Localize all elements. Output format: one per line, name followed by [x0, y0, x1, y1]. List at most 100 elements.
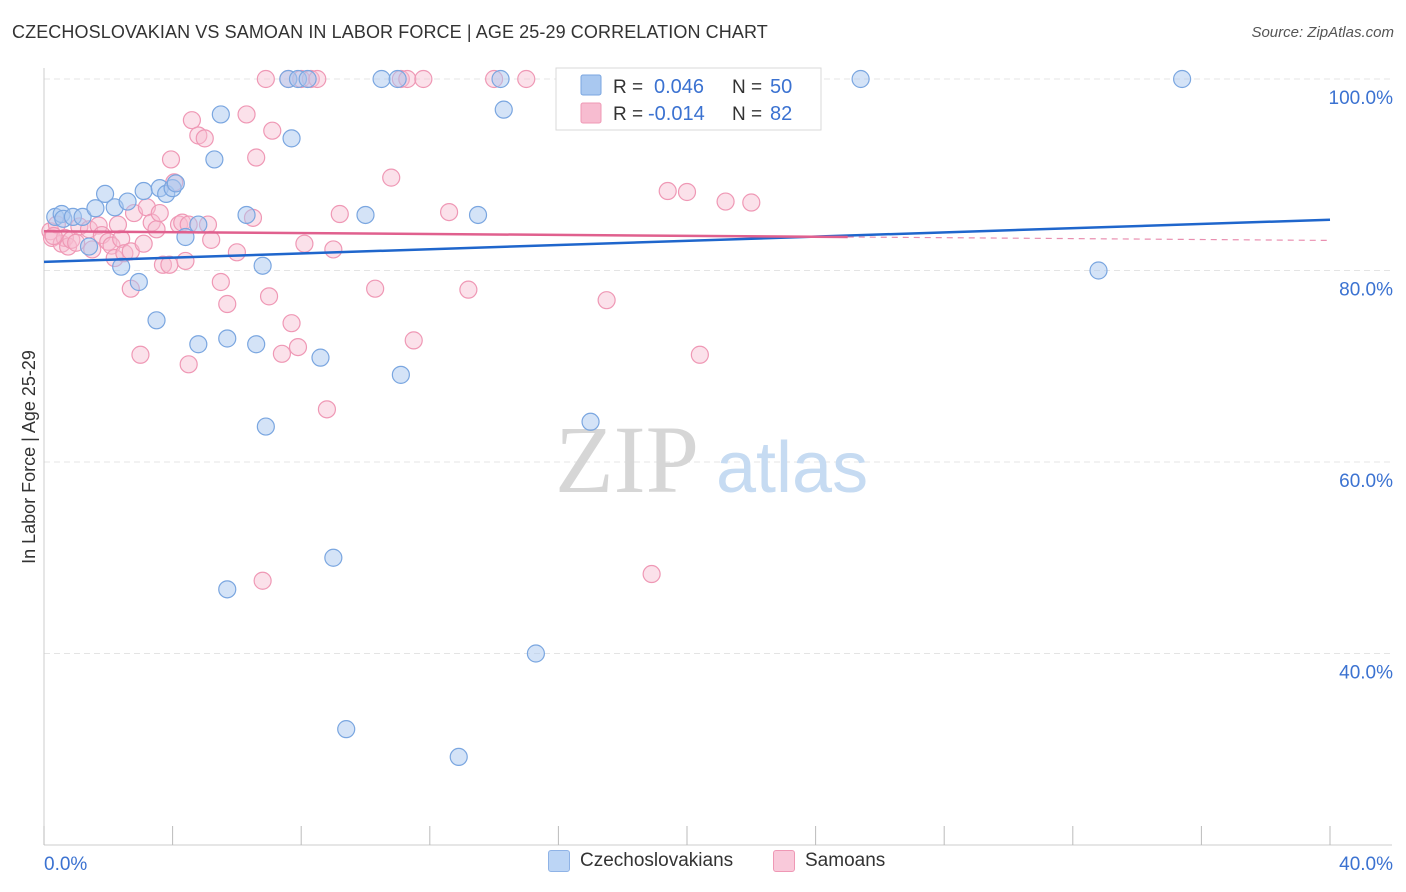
czechoslovakians-point — [256, 417, 275, 436]
legend-pink-r-value: -0.014 — [648, 103, 705, 125]
samoans-point — [382, 168, 401, 187]
czechoslovakians-point — [468, 205, 488, 225]
czechoslovakians-point — [147, 311, 166, 330]
czechoslovakians-point — [391, 365, 410, 384]
samoans-point — [131, 345, 150, 364]
samoans-point — [282, 314, 301, 333]
y-tick-label: 80.0% — [1339, 280, 1393, 301]
legend-item-czechoslovakians: Czechoslovakians — [548, 850, 733, 872]
samoans-point — [89, 216, 108, 235]
czechoslovakians-point — [253, 256, 272, 275]
samoans-point — [414, 69, 433, 89]
watermark-atlas: atlas — [716, 428, 868, 508]
czechoslovakians-point — [86, 199, 105, 218]
samoans-point — [202, 230, 221, 249]
bottom-legend: Czechoslovakians Samoans — [0, 850, 1406, 880]
czechoslovakians-point — [1089, 261, 1108, 280]
czechoslovakians-point — [218, 580, 237, 599]
samoans-point — [259, 287, 279, 306]
legend-swatch-pink — [773, 850, 795, 872]
samoans-point — [108, 215, 128, 234]
samoans-point — [112, 229, 131, 249]
czechoslovakians-point — [247, 335, 266, 354]
samoans-point — [742, 193, 761, 212]
trend-lines — [43, 218, 1331, 264]
samoans-point — [211, 272, 230, 292]
legend-swatch-blue — [548, 850, 570, 872]
samoans-point — [642, 564, 661, 584]
x-tick-labels: 0.0% 40.0% — [44, 854, 1393, 875]
samoans-point — [263, 121, 282, 140]
samoans-point — [134, 234, 153, 253]
czechoslovakians-point — [189, 335, 208, 354]
samoans-point — [237, 105, 256, 124]
czechoslovakians-point — [494, 100, 513, 119]
watermark-zip: ZIP — [555, 406, 699, 513]
samoans-trend-extension — [847, 236, 1331, 242]
czechoslovakians-point — [356, 205, 375, 225]
legend-label-czechoslovakians: Czechoslovakians — [580, 850, 734, 871]
czechoslovakians-point — [189, 215, 208, 234]
x-tick-label: 40.0% — [1339, 854, 1393, 875]
legend-pink-swatch — [580, 102, 602, 124]
samoans-point — [218, 294, 237, 314]
czechoslovakians-point — [118, 192, 137, 211]
samoans-point — [179, 355, 198, 374]
czechoslovakians-point — [581, 412, 600, 431]
samoans-point — [295, 234, 314, 253]
czechoslovakians-point — [526, 644, 545, 663]
legend-blue-swatch — [580, 74, 602, 96]
samoans-point — [330, 204, 349, 224]
samoans-point — [366, 279, 385, 298]
legend-label-samoans: Samoans — [805, 850, 886, 871]
samoans-point — [658, 181, 677, 201]
czechoslovakians-point — [166, 174, 185, 193]
samoans-point — [404, 331, 423, 350]
czechoslovakians-trend-line — [43, 218, 1331, 264]
samoans-point — [677, 182, 697, 202]
gridlines — [44, 78, 1392, 654]
samoans-point — [459, 280, 478, 299]
czechoslovakians-point — [372, 69, 391, 89]
legend-pink-n-label: N = — [732, 104, 762, 125]
samoans-point — [227, 243, 246, 262]
samoans-point — [272, 344, 292, 363]
samoans-trend-line — [43, 229, 848, 239]
czechoslovakians-point — [449, 747, 468, 767]
czechoslovakians-point — [73, 207, 92, 226]
czechoslovakians-point — [851, 69, 870, 89]
czechoslovakians-point — [1173, 69, 1192, 89]
czechoslovakians-point — [337, 720, 356, 739]
czechoslovakians-point — [388, 69, 407, 89]
samoans-point — [256, 69, 275, 89]
samoans-point — [161, 150, 181, 169]
czechoslovakians-point — [129, 272, 148, 292]
chart-title: CZECHOSLOVAKIAN VS SAMOAN IN LABOR FORCE… — [12, 22, 768, 42]
samoans-point — [147, 220, 166, 239]
czechoslovakians-point — [311, 348, 330, 367]
legend-blue-r-label: R = — [613, 77, 643, 98]
chart-source: Source: ZipAtlas.com — [1251, 24, 1394, 41]
samoans-point — [247, 148, 266, 167]
czechoslovakians-point — [282, 129, 301, 148]
axes — [43, 68, 1392, 846]
y-tick-labels: 100.0% 80.0% 60.0% 40.0% — [1329, 88, 1394, 684]
czechoslovakians-point — [205, 150, 224, 169]
samoans-point — [690, 345, 709, 364]
x-tick-label: 0.0% — [44, 854, 87, 875]
samoans-point — [324, 240, 343, 259]
legend-blue-n-value: 50 — [770, 76, 792, 98]
y-axis-label: In Labor Force | Age 25-29 — [19, 350, 39, 564]
samoans-point — [150, 203, 169, 223]
watermark: ZIP atlas — [555, 406, 868, 513]
legend-item-samoans: Samoans — [773, 850, 885, 872]
samoans-point — [716, 192, 735, 211]
samoans-point — [288, 338, 308, 357]
samoans-point — [195, 129, 214, 148]
samoans-point — [153, 255, 173, 274]
czechoslovakians-point — [95, 184, 115, 203]
samoans-point — [597, 291, 616, 310]
czechoslovakians-point — [134, 181, 153, 201]
czechoslovakians-point — [218, 329, 237, 348]
